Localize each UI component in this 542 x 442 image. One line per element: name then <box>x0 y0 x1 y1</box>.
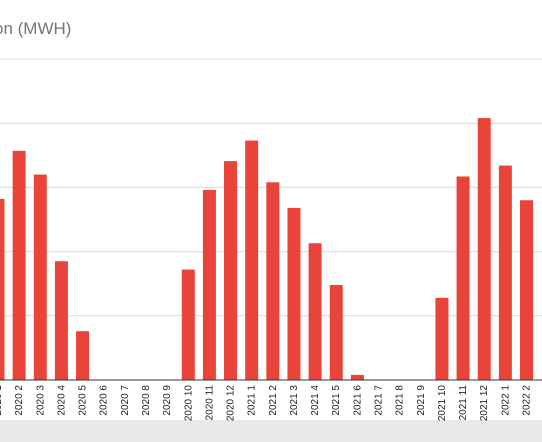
x-tick-label-2022-2: 2022 2 <box>522 385 533 416</box>
bar-2022-2 <box>520 200 533 380</box>
x-tick-label-2020-11: 2020 11 <box>204 385 215 421</box>
bar-2021-5 <box>329 284 343 380</box>
bar-2020-4 <box>54 261 68 380</box>
x-tick-label-2020-4: 2020 4 <box>56 385 67 416</box>
bar-2020-12 <box>224 161 238 380</box>
x-tick-label-2020-1: 2020 1 <box>0 385 4 416</box>
bar-2022-1 <box>498 165 512 380</box>
bar-2021-12 <box>477 118 491 381</box>
bar-2021-10 <box>435 297 449 380</box>
x-tick-label-2021-6: 2021 6 <box>352 385 363 416</box>
x-tick-label-2021-5: 2021 5 <box>331 385 342 416</box>
chart-title: on (MWH) <box>0 19 72 38</box>
x-tick-label-2021-2: 2021 2 <box>268 385 279 416</box>
x-tick-label-2021-4: 2021 4 <box>310 385 321 416</box>
bar-2020-2 <box>12 150 26 380</box>
bar-2021-6 <box>350 374 364 380</box>
bar-2021-4 <box>308 243 322 380</box>
bar-2021-1 <box>245 140 259 380</box>
bar-2020-5 <box>76 331 90 380</box>
x-tick-label-2021-3: 2021 3 <box>289 385 300 416</box>
x-tick-label-2021-7: 2021 7 <box>374 385 385 416</box>
bar-2020-3 <box>33 174 47 380</box>
x-tick-label-2021-12: 2021 12 <box>479 385 490 422</box>
x-tick-label-2021-10: 2021 10 <box>437 385 448 422</box>
x-tick-label-2021-8: 2021 8 <box>395 385 406 416</box>
x-tick-label-2020-7: 2020 7 <box>120 385 131 416</box>
x-tick-label-2021-1: 2021 1 <box>247 385 258 416</box>
bar-2021-11 <box>456 176 470 380</box>
bar-2020-1 <box>0 198 5 380</box>
x-tick-label-2022-1: 2022 1 <box>500 385 511 416</box>
x-tick-label-2020-9: 2020 9 <box>162 385 173 416</box>
x-tick-label-2020-6: 2020 6 <box>99 385 110 416</box>
x-tick-label-2020-12: 2020 12 <box>226 385 237 422</box>
bar-2021-3 <box>287 207 301 380</box>
x-tick-label-2020-2: 2020 2 <box>14 385 25 416</box>
x-tick-label-2020-8: 2020 8 <box>141 385 152 416</box>
bar-2020-11 <box>202 189 216 380</box>
x-tick-label-2020-10: 2020 10 <box>183 385 194 422</box>
x-tick-label-2021-11: 2021 11 <box>458 385 469 421</box>
x-tick-label-2021-9: 2021 9 <box>416 385 427 416</box>
bar-2020-10 <box>181 269 195 380</box>
x-tick-label-2020-3: 2020 3 <box>35 385 46 416</box>
bottom-scroll-strip <box>0 420 542 442</box>
x-tick-label-2020-5: 2020 5 <box>78 385 89 416</box>
bar-2021-2 <box>266 182 280 380</box>
